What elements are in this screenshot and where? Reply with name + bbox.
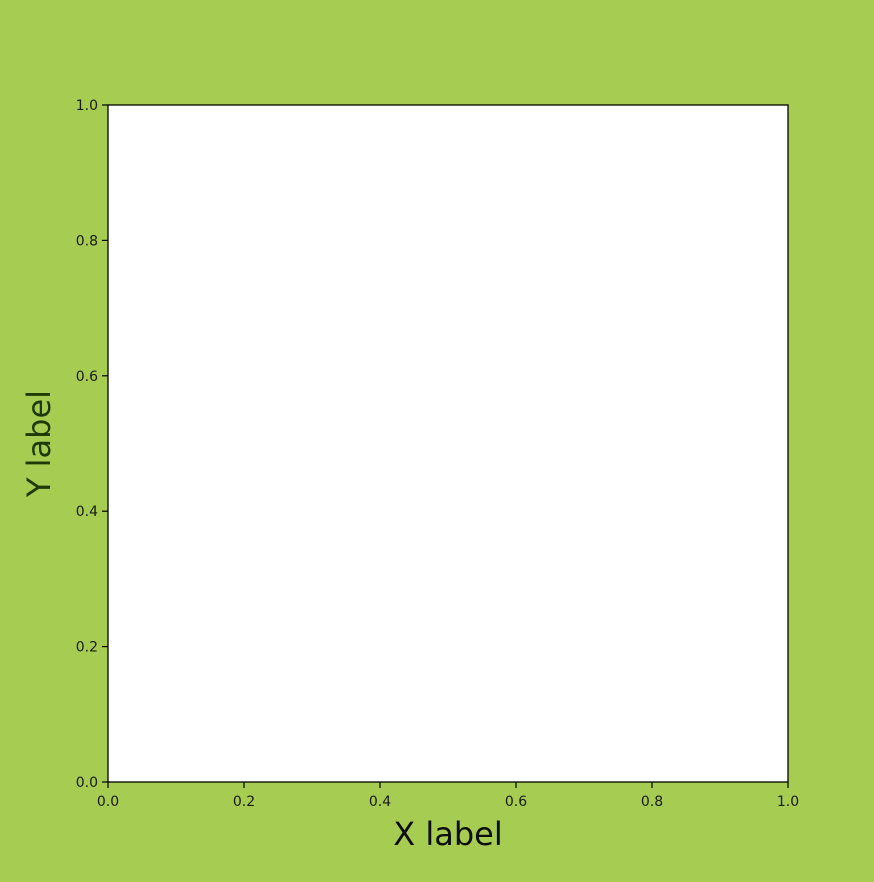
y-tick-label: 0.2 [76,640,98,656]
x-tick-label: 0.4 [369,794,391,810]
x-tick-label: 1.0 [777,794,799,810]
y-tick-label: 0.4 [76,504,98,520]
x-tick-label: 0.0 [97,794,119,810]
axes-frame [107,104,789,783]
y-tick-label: 0.6 [76,369,98,385]
y-axis-label: Y label [20,390,58,498]
x-axis-ticks: 0.0 0.2 0.4 0.6 0.8 1.0 [97,782,799,810]
y-tick-label: 1.0 [76,98,98,114]
y-tick-label: 0.0 [76,775,98,791]
x-tick-label: 0.6 [505,794,527,810]
x-tick-label: 0.2 [233,794,255,810]
x-tick-label: 0.8 [641,794,663,810]
y-axis-ticks: 0.0 0.2 0.4 0.6 0.8 1.0 [76,98,108,791]
axes-background [108,105,788,782]
x-axis-label: X label [393,815,502,853]
y-tick-label: 0.8 [76,233,98,249]
